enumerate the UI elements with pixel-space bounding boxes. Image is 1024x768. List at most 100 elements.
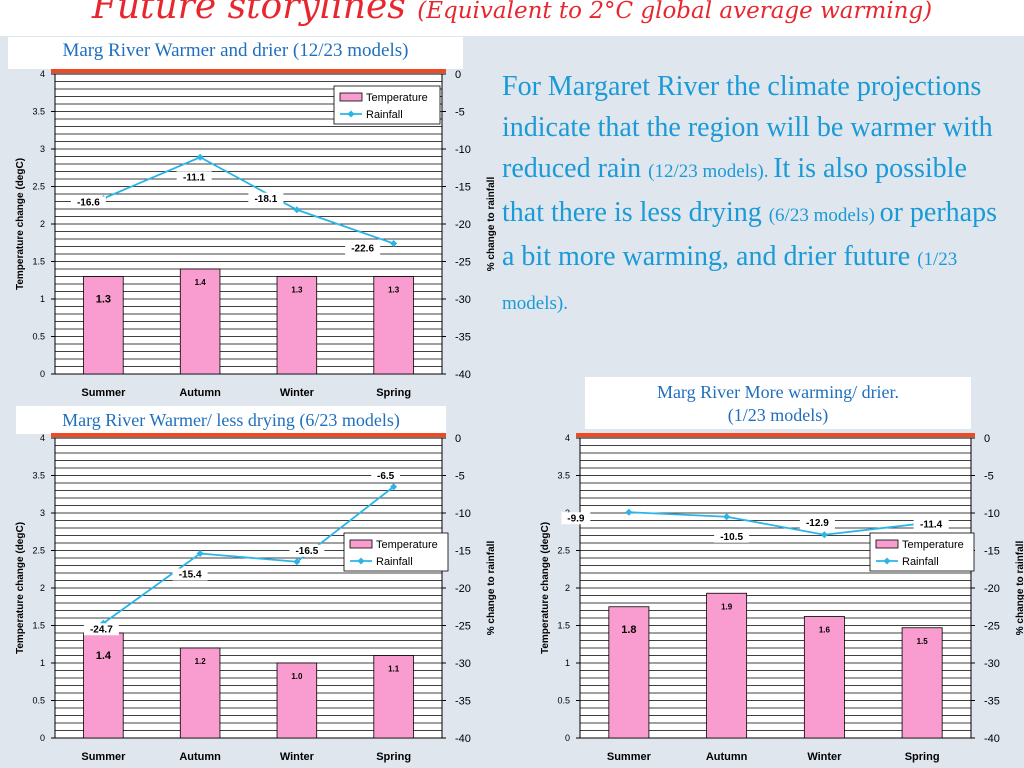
x-tick-label: Spring <box>376 751 411 763</box>
y-tick-label: 2.5 <box>557 546 570 556</box>
rainfall-point <box>625 508 633 516</box>
temperature-data-label: 1.4 <box>195 278 207 287</box>
temperature-bar <box>373 655 414 739</box>
rainfall-point <box>723 513 731 521</box>
x-tick-label: Autumn <box>179 387 221 399</box>
rainfall-label-bg <box>913 518 949 531</box>
slide-title-main: Future storylines <box>91 0 406 27</box>
y-tick-label: 0 <box>40 369 45 379</box>
y2-tick-label: -40 <box>455 733 471 745</box>
rainfall-point <box>293 558 301 566</box>
rainfall-data-label: -10.5 <box>720 532 743 543</box>
y-tick-label: 2 <box>565 583 570 593</box>
chart1-title: Marg River Warmer and drier (12/23 model… <box>8 37 463 69</box>
y2-tick-label: 0 <box>455 433 461 445</box>
y2-tick-label: -5 <box>984 471 994 483</box>
y2-tick-label: -25 <box>984 621 1000 633</box>
rainfall-data-label: -16.6 <box>77 198 100 209</box>
temperature-bar <box>803 616 845 739</box>
x-tick-label: Autumn <box>179 751 221 763</box>
y-tick-label: 3.5 <box>32 471 45 481</box>
y2-tick-label: -15 <box>455 182 471 194</box>
chart-warmer-less-drying: 0 0.5 1 1.5 2 2.5 3 3.5 4 0 -5 -10 -15 -20 -25 -30 -35 -4… <box>15 433 497 763</box>
y2-tick-label: -40 <box>455 369 471 381</box>
y2-tick-label: -10 <box>455 508 471 520</box>
temperature-data-label: 1.3 <box>96 294 111 306</box>
y2-tick-label: 0 <box>455 69 461 81</box>
temperature-bar <box>179 268 221 375</box>
y-tick-label: 2 <box>40 583 45 593</box>
temperature-data-label: 1.6 <box>819 626 831 635</box>
temperature-bar <box>276 276 318 375</box>
rainfall-label-bg <box>70 196 106 209</box>
temperature-bar <box>276 662 318 739</box>
rainfall-data-label: -6.5 <box>377 471 395 482</box>
body-text-run: (6/23 models) <box>768 205 880 226</box>
x-tick-label: Winter <box>807 751 842 763</box>
y-tick-label: 0.5 <box>32 696 45 706</box>
y2-axis-title: % change to rainfall <box>486 541 497 636</box>
legend-temperature-swatch <box>875 539 899 549</box>
y-tick-label: 2.5 <box>32 546 45 556</box>
y2-tick-label: -20 <box>455 583 471 595</box>
y-tick-label: 3.5 <box>557 471 570 481</box>
y-tick-label: 1 <box>40 294 45 304</box>
temperature-data-label: 1.0 <box>291 672 303 681</box>
y2-tick-label: -30 <box>455 294 471 306</box>
body-text-run: (12/23 models). <box>648 161 774 182</box>
legend-temperature-label: Temperature <box>366 92 428 104</box>
x-tick-label: Summer <box>607 751 652 763</box>
y-tick-label: 0.5 <box>557 696 570 706</box>
rainfall-data-label: -16.5 <box>295 546 318 557</box>
temperature-data-label: 1.3 <box>291 286 303 295</box>
y2-tick-label: -25 <box>455 257 471 269</box>
temperature-data-label: 1.4 <box>96 650 112 662</box>
y-tick-label: 3 <box>40 144 45 154</box>
temperature-bar <box>608 606 650 739</box>
rainfall-point <box>196 153 204 161</box>
body-text-run: (1/23 models). <box>502 249 958 314</box>
rainfall-data-label: -22.6 <box>351 244 374 255</box>
rainfall-data-label: -11.1 <box>183 172 206 183</box>
y2-tick-label: -25 <box>455 621 471 633</box>
y2-tick-label: -30 <box>455 658 471 670</box>
temperature-bar <box>901 627 943 739</box>
rainfall-line <box>103 156 394 245</box>
x-tick-label: Spring <box>905 751 940 763</box>
y-axis-title: Temperature change (degC) <box>540 522 551 654</box>
y2-axis-title: % change to rainfall <box>486 177 497 272</box>
x-tick-label: Winter <box>280 387 315 399</box>
y2-axis-title: % change to rainfall <box>1015 541 1024 636</box>
temperature-data-label: 1.9 <box>721 602 733 611</box>
rainfall-data-label: -9.9 <box>567 513 585 524</box>
rainfall-label-bg <box>345 242 381 255</box>
y2-tick-label: -35 <box>455 696 471 708</box>
y-tick-label: 2 <box>40 219 45 229</box>
rainfall-data-label: -24.7 <box>90 624 113 635</box>
y2-tick-label: -40 <box>984 733 1000 745</box>
rainfall-point <box>390 239 398 248</box>
slide-body-text: For Margaret River the climate projectio… <box>502 66 1007 324</box>
y-tick-label: 1.5 <box>32 257 45 267</box>
y-tick-label: 0.5 <box>32 332 45 342</box>
rainfall-point <box>196 549 204 558</box>
body-text-run: or perhaps a bit more warming, and drier… <box>502 197 997 272</box>
rainfall-label-bg <box>176 171 212 184</box>
temperature-data-label: 1.2 <box>195 657 207 666</box>
legend-temperature-swatch <box>339 92 363 102</box>
temperature-bar <box>706 592 748 739</box>
y-tick-label: 2.5 <box>32 182 45 192</box>
rainfall-label-bg <box>371 469 401 482</box>
y2-tick-label: -20 <box>984 583 1000 595</box>
legend-rainfall-label: Rainfall <box>902 556 939 568</box>
y2-tick-label: -10 <box>984 508 1000 520</box>
y2-tick-label: -35 <box>455 332 471 344</box>
temperature-data-label: 1.3 <box>388 286 400 295</box>
x-tick-label: Spring <box>376 387 411 399</box>
y-tick-label: 0 <box>565 733 570 743</box>
rainfall-line <box>102 486 395 624</box>
temperature-bar <box>373 276 414 375</box>
y-tick-label: 4 <box>40 69 45 79</box>
legend <box>333 85 441 125</box>
slide-title-subtitle: (Equivalent to 2°C global average warmin… <box>417 0 933 24</box>
